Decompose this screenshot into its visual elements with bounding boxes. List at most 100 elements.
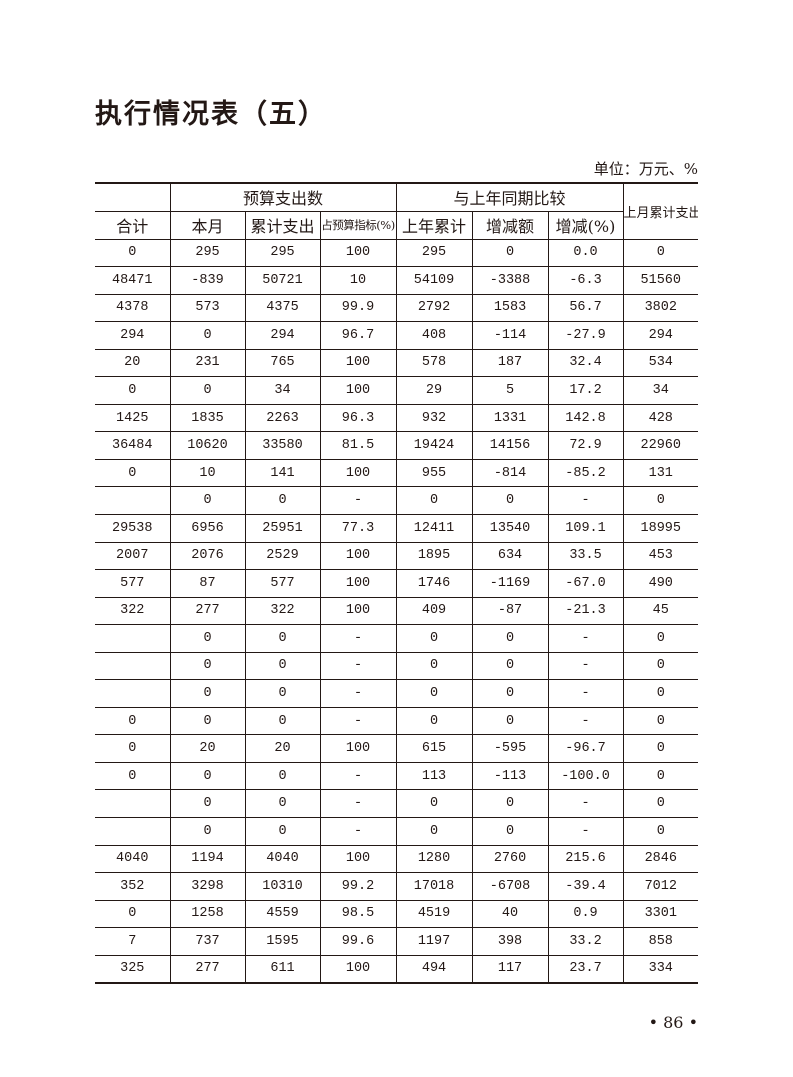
table-cell: 955	[395, 458, 473, 488]
table-cell: 0	[244, 624, 321, 653]
table-cell: 20	[244, 734, 321, 763]
table-cell: 0	[169, 816, 246, 846]
table-cell: 408	[395, 321, 473, 350]
table-cell: 100	[319, 569, 397, 598]
table-cell: 295	[244, 238, 321, 268]
table-cell: 0	[169, 486, 246, 515]
table-cell: 19424	[395, 431, 473, 460]
table-cell: 99.2	[319, 872, 397, 901]
table-cell: 2792	[395, 293, 473, 323]
table-cell: 96.3	[319, 403, 397, 433]
table-cell: 100	[319, 596, 397, 626]
table-cell: 0	[95, 706, 171, 736]
table-cell: 1425	[95, 403, 171, 433]
table-cell: 72.9	[547, 431, 624, 460]
table-cell: 611	[244, 954, 321, 984]
table-cell: -	[547, 679, 624, 708]
table-cell: -	[319, 816, 397, 846]
table-cell: 29538	[95, 513, 171, 543]
table-cell: 1331	[471, 403, 549, 433]
table-cell: 98.5	[319, 899, 397, 929]
table-cell: 0	[244, 816, 321, 846]
header-change-amount: 增减额	[471, 210, 549, 240]
table-cell	[95, 651, 171, 681]
table-cell: 0	[622, 734, 699, 763]
table-cell: 100	[319, 954, 397, 984]
table-cell: 0	[169, 624, 246, 653]
table-cell: 0	[244, 486, 321, 515]
table-cell: 490	[622, 569, 699, 598]
table-cell: 0.9	[547, 899, 624, 929]
table-cell: 34	[244, 376, 321, 405]
table-cell: -	[547, 624, 624, 653]
table-cell: 0	[395, 651, 473, 681]
table-cell: 0	[622, 238, 699, 268]
table-cell: 294	[622, 321, 699, 350]
table-cell: 409	[395, 596, 473, 626]
table-cell: 577	[95, 569, 171, 598]
table-cell: 36484	[95, 431, 171, 460]
table-cell: 0	[169, 376, 246, 405]
table-cell: -1169	[471, 569, 549, 598]
table-row: 294 0 294 96.7 408 -114 -27.9 294	[95, 321, 699, 350]
table-row: 352 3298 10310 99.2 17018 -6708 -39.4 7012	[95, 872, 699, 901]
table-cell: 0	[169, 651, 246, 681]
table-cell: 113	[395, 761, 473, 791]
table-cell: 398	[471, 927, 549, 956]
table-cell: 22960	[622, 431, 699, 460]
table-cell: 1583	[471, 293, 549, 323]
table-cell: -21.3	[547, 596, 624, 626]
table-cell: 77.3	[319, 513, 397, 543]
header-last-month-cumulative: 上月累计支出	[622, 182, 699, 240]
table-cell: 0	[169, 789, 246, 818]
table-cell: 13540	[471, 513, 549, 543]
table-cell: 534	[622, 348, 699, 378]
table-row: 48471 -839 50721 10 54109 -3388 -6.3 51560	[95, 266, 699, 295]
table-cell: 0	[622, 789, 699, 818]
table-cell: -27.9	[547, 321, 624, 350]
header-total: 合计	[95, 210, 171, 240]
table-cell: 0	[244, 706, 321, 736]
table-cell: -595	[471, 734, 549, 763]
table-body: 0 295 295 100 295 0 0.0 0 48471 -839 50721 10 54109-…	[95, 238, 699, 984]
table-cell: 20	[95, 348, 171, 378]
table-cell: -	[319, 789, 397, 818]
table-cell: 99.6	[319, 927, 397, 956]
table-cell: 45	[622, 596, 699, 626]
table-cell: 295	[169, 238, 246, 268]
table-cell: 0	[622, 486, 699, 515]
table-cell: 294	[244, 321, 321, 350]
table-row: 0 1258 4559 98.5 4519 40 0.9 3301	[95, 899, 699, 929]
table-cell: 40	[471, 899, 549, 929]
table-cell	[95, 789, 171, 818]
table-cell: 14156	[471, 431, 549, 460]
table-row: 29538 6956 25951 77.3 12411 13540 109.1 18995	[95, 513, 699, 543]
table-cell: 858	[622, 927, 699, 956]
table-cell: 2263	[244, 403, 321, 433]
table-cell: 0	[169, 761, 246, 791]
table-cell: 100	[319, 348, 397, 378]
table-cell: 428	[622, 403, 699, 433]
page-number: • 86 •	[648, 1013, 698, 1032]
table-row: 325 277 611 100 494 117 23.7 334	[95, 954, 699, 984]
table-cell: -839	[169, 266, 246, 295]
table-cell: 7	[95, 927, 171, 956]
table-cell: 2760	[471, 844, 549, 874]
table-cell: 1280	[395, 844, 473, 874]
table-cell: 10310	[244, 872, 321, 901]
table-row: 20 231 765 100 578 187 32.4 534	[95, 348, 699, 378]
table-cell: 1258	[169, 899, 246, 929]
table-cell: -	[547, 789, 624, 818]
table-cell: 0	[244, 651, 321, 681]
table-cell: 2076	[169, 541, 246, 571]
table-cell: 10	[319, 266, 397, 295]
table-cell: 765	[244, 348, 321, 378]
table-cell: 6956	[169, 513, 246, 543]
table-row: 0 295 295 100 295 0 0.0 0	[95, 238, 699, 268]
header-cumulative: 累计支出	[244, 210, 321, 240]
table-cell: -6708	[471, 872, 549, 901]
